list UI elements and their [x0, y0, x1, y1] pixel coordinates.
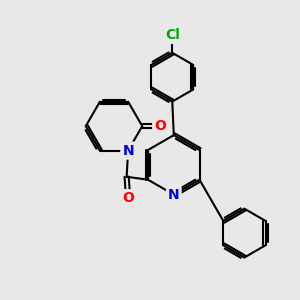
Text: Cl: Cl	[165, 28, 180, 42]
Text: N: N	[168, 188, 180, 202]
Text: O: O	[122, 191, 134, 205]
Text: N: N	[122, 144, 134, 158]
Text: O: O	[154, 119, 166, 133]
